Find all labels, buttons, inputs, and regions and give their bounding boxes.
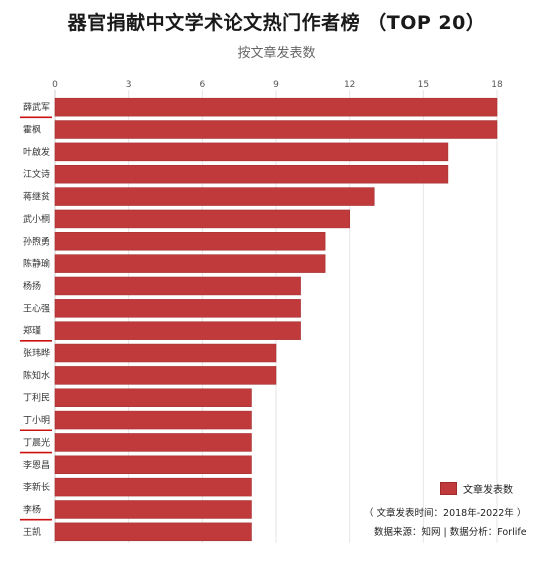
x-tick-label: 18 <box>491 80 503 90</box>
category-label: 霍枫 <box>23 124 41 136</box>
bar <box>54 500 252 519</box>
legend-label: 文章发表数 <box>463 485 513 496</box>
category-label: 杨扬 <box>23 280 41 292</box>
bar <box>54 299 301 318</box>
category-label: 张玮晔 <box>23 347 50 359</box>
category-label: 陈静瑜 <box>23 258 50 270</box>
category-label: 武小桐 <box>23 213 50 225</box>
bar <box>54 209 350 229</box>
bar <box>54 477 252 497</box>
x-tick-label: 15 <box>418 80 429 90</box>
bar <box>54 343 277 363</box>
category-label: 王凯 <box>23 526 41 538</box>
bar <box>54 321 301 340</box>
x-tick-label: 12 <box>344 80 355 90</box>
category-label: 陈知水 <box>23 369 50 381</box>
bar <box>54 232 326 251</box>
bar <box>54 276 301 296</box>
bar <box>54 254 326 273</box>
category-label: 江文诗 <box>23 168 50 180</box>
chart-subtitle: 按文章发表数 <box>237 46 316 61</box>
legend-swatch <box>440 482 457 495</box>
category-label: 郑瑾 <box>23 325 41 337</box>
bar <box>54 164 449 184</box>
category-label: 丁小明 <box>23 415 50 426</box>
category-label: 孙煦勇 <box>23 235 50 247</box>
bar <box>54 366 277 385</box>
x-tick-label: 0 <box>52 80 58 90</box>
bar <box>54 433 252 452</box>
category-label: 蒋继贫 <box>23 191 50 203</box>
category-label: 丁利民 <box>23 392 50 404</box>
source-note: 数据来源：知网 | 数据分析：Forlife <box>374 527 527 538</box>
category-label: 李恩昌 <box>23 459 50 471</box>
category-label: 李杨 <box>23 503 41 515</box>
category-label: 王心强 <box>23 303 50 314</box>
bar <box>54 455 252 475</box>
bar <box>54 187 375 206</box>
bar <box>54 142 449 162</box>
legend: 文章发表数 <box>440 481 513 496</box>
period-note: （ 文章发表时间：2018年-2022年 ） <box>364 508 527 519</box>
category-label: 李新长 <box>23 481 50 493</box>
category-label: 丁晨光 <box>23 436 50 448</box>
bar <box>54 522 252 542</box>
x-tick-label: 9 <box>273 80 279 90</box>
bar <box>54 97 498 117</box>
bar <box>54 120 498 139</box>
category-label: 薛武军 <box>23 101 50 113</box>
bar <box>54 410 252 430</box>
category-label: 叶啟发 <box>23 146 50 158</box>
x-tick-label: 6 <box>199 80 205 90</box>
x-tick-label: 3 <box>126 80 132 90</box>
bar <box>54 388 252 407</box>
chart-title: 器官捐献中文学术论文热门作者榜 （TOP 20） <box>67 12 486 34</box>
